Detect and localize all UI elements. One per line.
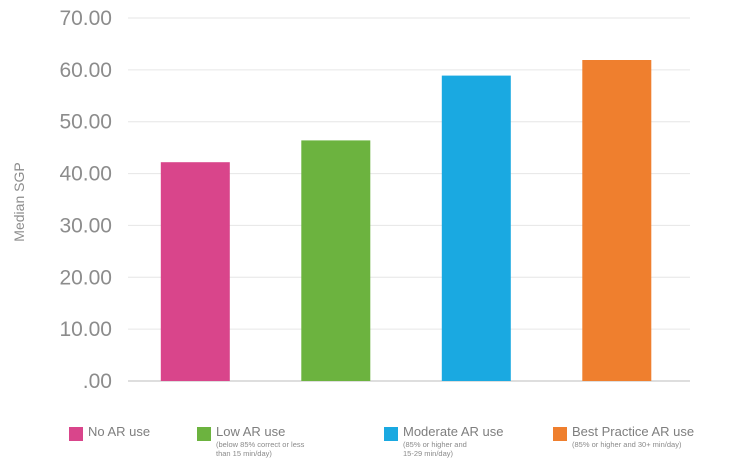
legend-swatch <box>553 427 567 441</box>
bar-no-ar-use <box>160 162 230 381</box>
legend-note: (below 85% correct or less than 15 min/d… <box>216 440 305 458</box>
bar-moderate-ar-use <box>441 75 511 381</box>
legend-swatch <box>197 427 211 441</box>
legend-label: Best Practice AR use <box>572 424 695 439</box>
legend-note: (85% or higher and 30+ min/day) <box>572 440 682 449</box>
bars <box>160 60 652 381</box>
legend-label: Moderate AR use <box>403 424 504 439</box>
bar-low-ar-use <box>301 140 371 381</box>
y-axis-title: Median SGP <box>11 162 27 241</box>
y-tick-label: 70.00 <box>59 7 112 30</box>
y-axis-ticks: .00 10.00 20.00 30.00 40.00 50.00 60.00 70.00 <box>59 7 112 393</box>
y-tick-label: 50.00 <box>59 111 112 134</box>
legend-label: Low AR use <box>216 424 286 439</box>
legend: No AR use Low AR use (below 85% correct … <box>0 423 734 468</box>
y-tick-label: 20.00 <box>59 266 112 289</box>
y-tick-label: 10.00 <box>59 318 112 341</box>
legend-swatch <box>69 427 83 441</box>
y-tick-label: 60.00 <box>59 59 112 82</box>
bar-best-practice-ar-use <box>582 60 652 381</box>
legend-swatch <box>384 427 398 441</box>
y-tick-label: 30.00 <box>59 214 112 237</box>
legend-item-no-ar-use: No AR use <box>69 423 150 441</box>
legend-label: No AR use <box>88 424 151 439</box>
legend-item-best-practice-ar-use: Best Practice AR use (85% or higher and … <box>553 423 694 449</box>
legend-item-moderate-ar-use: Moderate AR use (85% or higher and 15-29… <box>384 423 503 458</box>
legend-note: (85% or higher and 15-29 min/day) <box>403 440 467 458</box>
legend-item-low-ar-use: Low AR use (below 85% correct or less th… <box>197 423 304 458</box>
y-tick-label: .00 <box>83 370 112 393</box>
y-tick-label: 40.00 <box>59 163 112 186</box>
